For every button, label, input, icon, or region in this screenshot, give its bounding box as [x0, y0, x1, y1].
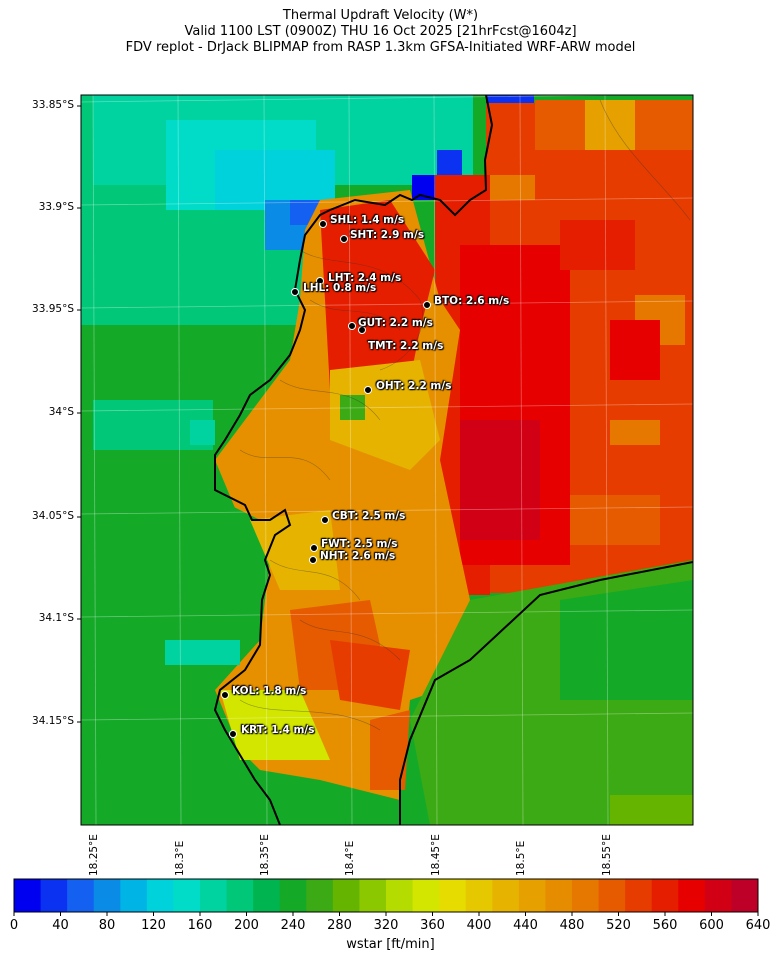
colorbar-tick-label: 40 — [52, 918, 69, 933]
station-label-shl: SHL: 1.4 m/s — [330, 214, 405, 226]
colorbar-swatch — [678, 879, 706, 912]
station-label-bto: BTO: 2.6 m/s — [434, 295, 510, 307]
station-label-tmt: TMT: 2.2 m/s — [368, 340, 444, 352]
colorbar-swatch — [545, 879, 573, 912]
colorbar-swatch — [173, 879, 201, 912]
colorbar — [13, 878, 759, 916]
colorbar-swatch — [67, 879, 95, 912]
lon-tick-label: 18.4°E — [344, 840, 356, 876]
station-marker-cbt — [321, 516, 329, 524]
station-marker-lhl — [291, 288, 299, 296]
station-label-krt: KRT: 1.4 m/s — [241, 724, 315, 736]
colorbar-swatch — [598, 879, 626, 912]
station-label-gut: GUT: 2.2 m/s — [358, 317, 433, 329]
station-marker-krt — [229, 730, 237, 738]
lat-tick-label: 34°S — [48, 406, 74, 418]
station-marker-tmt — [358, 326, 366, 334]
colorbar-swatch — [492, 879, 520, 912]
station-label-oht: OHT: 2.2 m/s — [376, 380, 452, 392]
colorbar-swatch — [625, 879, 653, 912]
colorbar-tick-label: 240 — [280, 918, 306, 933]
colorbar-swatch — [120, 879, 148, 912]
station-marker-kol — [221, 691, 229, 699]
plot-frame — [80, 94, 694, 826]
lat-tick-label: 34.05°S — [32, 510, 74, 522]
colorbar-swatch — [332, 879, 360, 912]
title-line-1: Thermal Updraft Velocity (W*) — [282, 8, 479, 23]
station-label-cbt: CBT: 2.5 m/s — [332, 510, 406, 522]
colorbar-swatch — [253, 879, 281, 912]
colorbar-swatch — [651, 879, 679, 912]
lon-tick-label: 18.25°E — [88, 834, 100, 876]
station-marker-gut — [348, 322, 356, 330]
lon-tick-label: 18.3°E — [174, 840, 186, 876]
station-label-fwt: FWT: 2.5 m/s — [321, 538, 398, 550]
lon-tick-label: 18.35°E — [259, 834, 271, 876]
lat-tick-marks — [77, 105, 81, 723]
station-marker-fwt — [310, 544, 318, 552]
station-marker-bto — [423, 301, 431, 309]
lat-tick-label: 33.85°S — [32, 99, 74, 111]
colorbar-swatch — [731, 879, 759, 912]
title-line-3: FDV replot - DrJack BLIPMAP from RASP 1.… — [125, 40, 636, 55]
colorbar-tick-label: 480 — [559, 918, 585, 933]
wstar-field — [81, 95, 693, 825]
colorbar-swatch — [200, 879, 228, 912]
station-label-kol: KOL: 1.8 m/s — [232, 685, 307, 697]
station-marker-sht — [340, 235, 348, 243]
colorbar-swatch — [226, 879, 254, 912]
title-line-2: Valid 1100 LST (0900Z) THU 16 Oct 2025 [… — [184, 24, 577, 39]
colorbar-tick-label: 600 — [699, 918, 724, 933]
colorbar-tick-label: 520 — [606, 918, 631, 933]
colorbar-tick-label: 320 — [373, 918, 399, 933]
lat-tick-label: 34.1°S — [38, 612, 74, 624]
colorbar-swatch — [14, 879, 42, 912]
colorbar-tick-label: 280 — [327, 918, 352, 933]
colorbar-tick-label: 120 — [141, 918, 166, 933]
station-markers — [221, 220, 431, 738]
colorbar-swatch — [40, 879, 68, 912]
colorbar-tick-label: 80 — [98, 918, 116, 933]
colorbar-swatch — [146, 879, 174, 912]
station-label-lht: LHT: 2.4 m/s — [328, 272, 402, 284]
colorbar-swatch — [704, 879, 732, 912]
colorbar-swatch — [279, 879, 307, 912]
colorbar-swatch — [518, 879, 546, 912]
lon-tick-label: 18.5°E — [515, 840, 527, 876]
station-label-sht: SHT: 2.9 m/s — [350, 229, 425, 241]
station-label-lhl: LHL: 0.8 m/s — [303, 282, 377, 294]
colorbar-tick-label: 360 — [420, 918, 445, 933]
lon-tick-label: 18.55°E — [601, 834, 613, 876]
colorbar-swatch — [465, 879, 493, 912]
colorbar-swatch — [572, 879, 600, 912]
colorbar-tick-label: 400 — [466, 918, 492, 933]
lat-tick-label: 33.9°S — [38, 201, 74, 213]
lat-tick-label: 34.15°S — [32, 715, 74, 727]
colorbar-tick-label: 200 — [234, 918, 259, 933]
station-marker-oht — [364, 386, 372, 394]
station-marker-shl — [319, 220, 327, 228]
colorbar-swatch — [412, 879, 440, 912]
colorbar-tick-label: 640 — [745, 918, 771, 933]
colorbar-tick-label: 440 — [513, 918, 538, 933]
colorbar-swatch — [93, 879, 121, 912]
station-marker-nht — [309, 556, 317, 564]
colorbar-swatch — [306, 879, 334, 912]
colorbar-tick-label: 560 — [652, 918, 678, 933]
lat-tick-label: 33.95°S — [32, 303, 74, 315]
colorbar-title: wstar [ft/min] — [346, 937, 435, 952]
colorbar-tick-label: 0 — [9, 918, 19, 933]
station-marker-lht — [316, 277, 324, 285]
station-label-nht: NHT: 2.6 m/s — [320, 550, 396, 562]
lon-tick-label: 18.45°E — [430, 834, 442, 876]
map-title: Thermal Updraft Velocity (W*) Valid 1100… — [0, 8, 761, 56]
colorbar-swatch — [439, 879, 467, 912]
colorbar-swatch — [359, 879, 387, 912]
colorbar-tick-label: 160 — [187, 918, 213, 933]
colorbar-swatch — [386, 879, 414, 912]
